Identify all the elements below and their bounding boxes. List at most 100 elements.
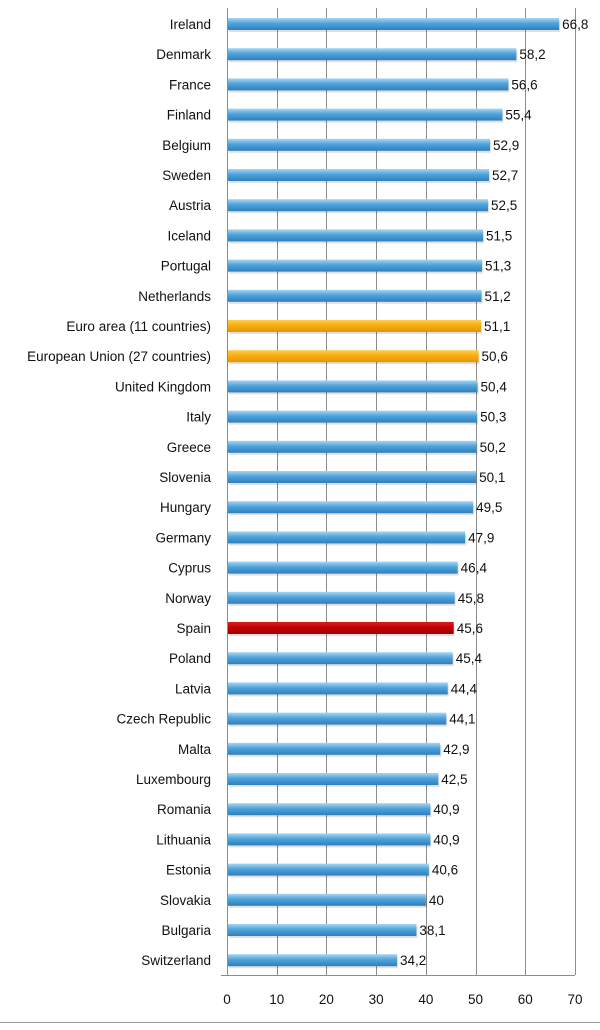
category-label: Spain bbox=[176, 621, 211, 636]
bar-bulgaria bbox=[228, 924, 417, 936]
bar-austria bbox=[228, 199, 488, 212]
bar-greece bbox=[228, 440, 477, 453]
x-tick-label: 10 bbox=[269, 992, 284, 1007]
data-label: 55,4 bbox=[505, 108, 532, 123]
category-label: Italy bbox=[186, 410, 211, 425]
category-label: Iceland bbox=[167, 228, 211, 243]
data-label: 66,8 bbox=[562, 17, 588, 32]
bar-spain bbox=[228, 622, 454, 634]
category-label: France bbox=[169, 77, 211, 92]
x-tick-label: 50 bbox=[468, 992, 483, 1007]
category-label: Latvia bbox=[175, 681, 212, 696]
category-label: United Kingdom bbox=[115, 379, 211, 394]
x-tick-label: 60 bbox=[518, 992, 533, 1007]
bar-czech-republic bbox=[228, 712, 447, 725]
category-label: Netherlands bbox=[138, 289, 211, 304]
data-label: 56,6 bbox=[511, 77, 537, 92]
category-label: Cyprus bbox=[168, 561, 211, 576]
category-label: Belgium bbox=[162, 138, 211, 153]
category-label: Hungary bbox=[160, 500, 211, 515]
category-label: Luxembourg bbox=[136, 772, 211, 787]
bar-hungary bbox=[228, 501, 474, 514]
data-label: 45,6 bbox=[457, 621, 483, 636]
data-label: 42,5 bbox=[441, 772, 467, 787]
data-label: 51,1 bbox=[484, 319, 510, 334]
data-label: 40,9 bbox=[433, 832, 459, 847]
bar-united-kingdom bbox=[228, 380, 478, 393]
data-label: 40,6 bbox=[432, 863, 458, 878]
x-tick-label: 20 bbox=[319, 992, 334, 1007]
bar-slovakia bbox=[228, 893, 426, 906]
value-labels: 66,8 58,2 56,6 55,4 52,9 52,7 52,5 51,5 51,3 51,2… bbox=[400, 17, 588, 968]
bar-switzerland bbox=[228, 954, 398, 967]
bar-luxembourg bbox=[228, 773, 439, 785]
data-label: 52,9 bbox=[493, 138, 519, 153]
data-label: 44,4 bbox=[451, 681, 478, 696]
data-label: 51,3 bbox=[485, 259, 511, 274]
category-label: Malta bbox=[178, 742, 212, 757]
category-label: Slovenia bbox=[159, 470, 211, 485]
bars bbox=[228, 18, 561, 969]
data-label: 40,9 bbox=[433, 802, 459, 817]
x-tick-label: 40 bbox=[418, 992, 433, 1007]
data-label: 52,5 bbox=[491, 198, 517, 213]
data-label: 51,5 bbox=[486, 228, 512, 243]
category-label: European Union (27 countries) bbox=[27, 349, 211, 364]
data-label: 45,8 bbox=[458, 591, 484, 606]
bar-france bbox=[228, 78, 509, 91]
x-tick-label: 0 bbox=[223, 992, 231, 1007]
data-label: 51,2 bbox=[485, 289, 511, 304]
bar-norway bbox=[228, 591, 455, 604]
bar-belgium bbox=[228, 138, 490, 151]
category-label: Euro area (11 countries) bbox=[66, 319, 211, 334]
category-label: Sweden bbox=[162, 168, 211, 183]
bar-portugal bbox=[228, 259, 483, 272]
category-label: Greece bbox=[167, 440, 211, 455]
data-label: 45,4 bbox=[456, 651, 483, 666]
bar-poland bbox=[228, 652, 453, 665]
bar-germany bbox=[228, 531, 466, 544]
category-label: Switzerland bbox=[141, 953, 211, 968]
bar-slovenia bbox=[228, 471, 477, 483]
category-label: Romania bbox=[157, 802, 212, 817]
bar-euro-area-11-countries bbox=[228, 320, 482, 332]
category-label: Austria bbox=[169, 198, 212, 213]
x-axis-ticks: 0 10 20 30 40 50 60 70 bbox=[223, 992, 582, 1007]
bar-netherlands bbox=[228, 289, 482, 302]
bar-ireland bbox=[228, 18, 560, 30]
data-label: 46,4 bbox=[461, 561, 488, 576]
data-label: 49,5 bbox=[476, 500, 502, 515]
bar-european-union-27-countries bbox=[228, 350, 479, 363]
data-label: 52,7 bbox=[492, 168, 518, 183]
category-label: Finland bbox=[167, 108, 211, 123]
bar-latvia bbox=[228, 682, 448, 695]
category-label: Lithuania bbox=[156, 832, 211, 847]
bar-iceland bbox=[228, 229, 484, 242]
data-label: 50,2 bbox=[480, 440, 506, 455]
data-label: 40 bbox=[429, 893, 444, 908]
category-label: Norway bbox=[165, 591, 211, 606]
data-label: 34,2 bbox=[400, 953, 426, 968]
category-label: Bulgaria bbox=[161, 923, 211, 938]
category-labels: Ireland Denmark France Finland Belgium Sweden… bbox=[27, 17, 211, 968]
data-label: 47,9 bbox=[468, 530, 494, 545]
category-label: Estonia bbox=[166, 863, 212, 878]
category-label: Portugal bbox=[161, 259, 211, 274]
category-label: Germany bbox=[155, 530, 211, 545]
data-label: 50,6 bbox=[482, 349, 508, 364]
category-label: Czech Republic bbox=[116, 712, 211, 727]
category-label: Ireland bbox=[170, 17, 211, 32]
bar-estonia bbox=[228, 863, 429, 876]
data-label: 44,1 bbox=[449, 712, 475, 727]
x-tick-label: 30 bbox=[369, 992, 384, 1007]
data-label: 50,4 bbox=[481, 379, 508, 394]
data-label: 38,1 bbox=[419, 923, 445, 938]
bar-sweden bbox=[228, 169, 489, 181]
data-label: 50,1 bbox=[479, 470, 505, 485]
category-label: Poland bbox=[169, 651, 211, 666]
bar-cyprus bbox=[228, 561, 458, 574]
data-label: 50,3 bbox=[480, 410, 506, 425]
x-tick-label: 70 bbox=[567, 992, 582, 1007]
